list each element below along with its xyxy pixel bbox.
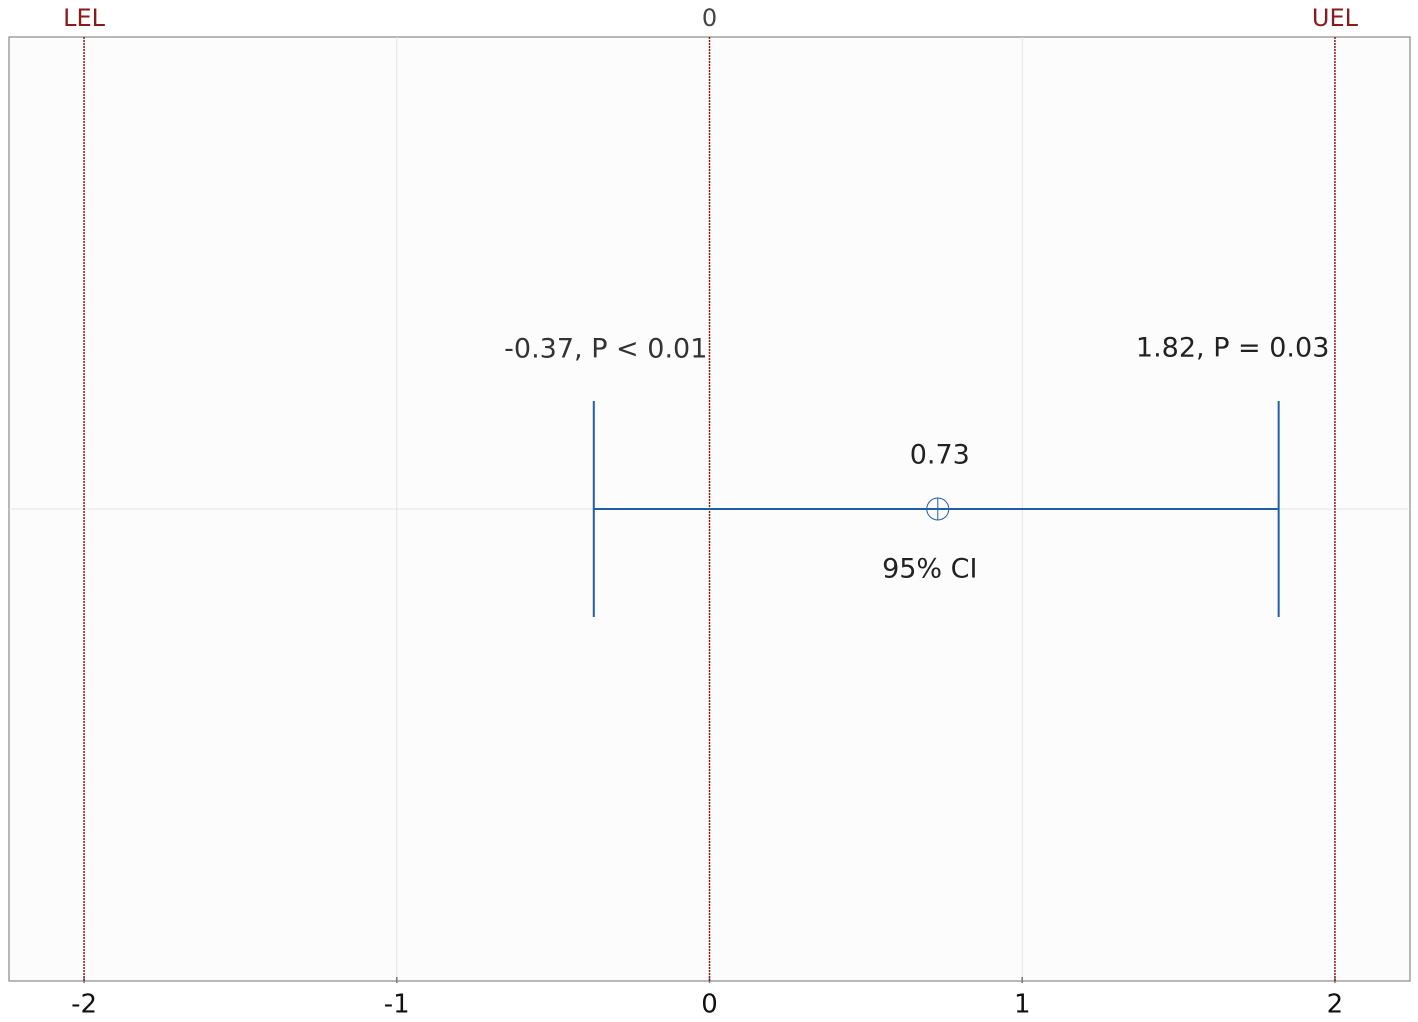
estimate-label: 0.73	[910, 440, 970, 471]
x-tick-label: -2	[71, 990, 97, 1020]
reference-label: UEL	[1312, 4, 1359, 32]
reference-label: LEL	[63, 4, 106, 32]
x-tick-label: 1	[1014, 990, 1031, 1020]
x-tick-label: 2	[1327, 990, 1344, 1020]
upper-label: 1.82, P = 0.03	[1136, 333, 1329, 364]
interval-name: 95% CI	[882, 554, 977, 585]
lower-label: -0.37, P < 0.01	[504, 334, 707, 365]
reference-label: 0	[702, 4, 717, 32]
x-tick-label: 0	[701, 990, 718, 1020]
x-tick-label: -1	[384, 990, 410, 1020]
